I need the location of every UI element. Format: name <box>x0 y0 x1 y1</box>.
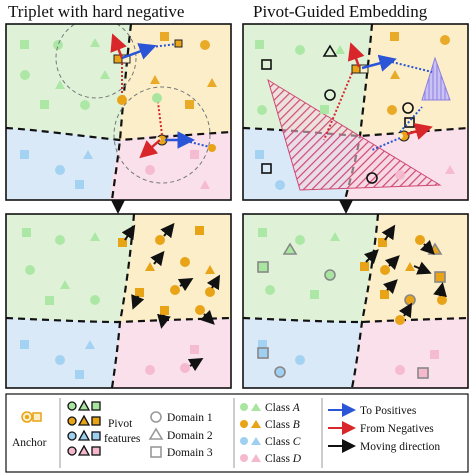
class-c-letter: C <box>293 436 301 448</box>
panel-top-left <box>6 24 231 200</box>
class-prefix: Class <box>265 436 290 448</box>
legend-pivot-label-1: Pivot <box>108 418 133 430</box>
right-panel-title: Pivot-Guided Embedding <box>253 2 428 21</box>
class-prefix: Class <box>265 402 290 414</box>
moving-markers-right <box>360 224 447 325</box>
legend-to-positives: To Positives <box>360 405 417 417</box>
class-b-icon <box>240 420 261 428</box>
legend: Anchor Pivot features Domain 1 Domain 2 … <box>5 393 469 473</box>
class-a-letter: A <box>292 402 301 414</box>
class-c-icon <box>240 437 261 445</box>
legend-domain-2: Domain 2 <box>167 430 213 442</box>
legend-pivot-icon <box>67 399 101 456</box>
svg-text:Class D: Class D <box>265 453 302 465</box>
domain-1-icon <box>150 411 162 423</box>
legend-from-negatives: From Negatives <box>360 423 434 435</box>
class-a-icon <box>240 403 261 411</box>
svg-text:Class A: Class A <box>265 402 301 414</box>
domain-2-icon <box>148 427 164 440</box>
panel-bottom-right <box>243 214 468 388</box>
legend-anchor-label: Anchor <box>12 437 47 449</box>
panel-bottom-left <box>6 214 231 388</box>
left-panel-title: Triplet with hard negative <box>8 2 185 21</box>
legend-pivot-label-2: features <box>104 433 141 445</box>
legend-domain-1: Domain 1 <box>167 412 213 424</box>
class-b-letter: B <box>293 419 300 431</box>
class-prefix: Class <box>265 419 290 431</box>
legend-moving-direction: Moving direction <box>360 441 440 453</box>
class-d-icon <box>240 454 261 462</box>
class-prefix: Class <box>265 453 290 465</box>
legend-domain-3: Domain 3 <box>167 447 213 459</box>
class-d-letter: D <box>292 453 302 465</box>
legend-anchor-icon <box>21 411 42 423</box>
panel-top-right <box>243 24 468 200</box>
svg-text:Class B: Class B <box>265 419 300 431</box>
moving-markers-left <box>118 222 221 373</box>
domain-3-icon <box>150 446 162 458</box>
svg-text:Class C: Class C <box>265 436 301 448</box>
